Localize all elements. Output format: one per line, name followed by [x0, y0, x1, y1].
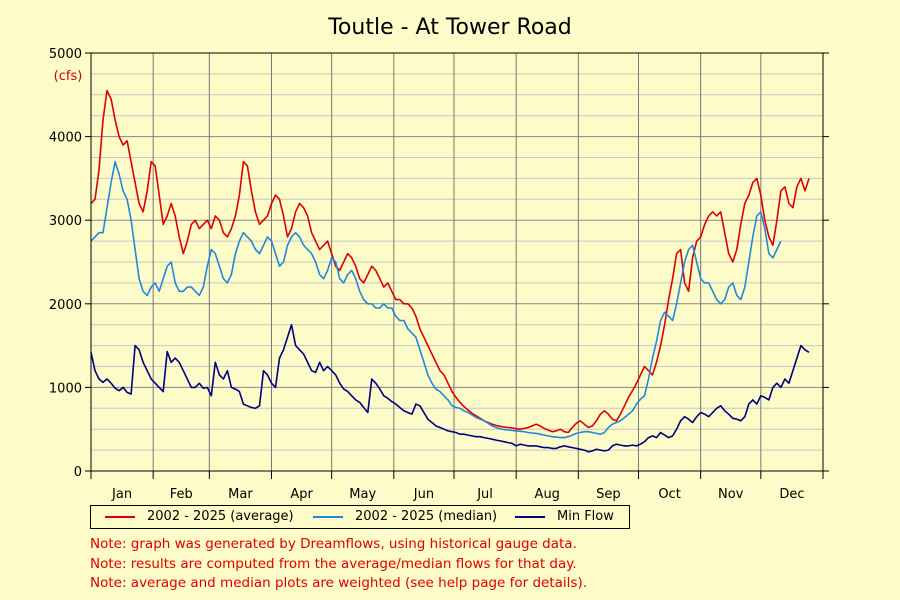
x-tick-label: Nov [718, 487, 744, 502]
x-tick-label: Sep [596, 487, 621, 502]
legend-swatch-average [105, 515, 135, 518]
y-tick-label: 0 [74, 465, 82, 480]
legend-label-average: 2002 - 2025 (average) [147, 509, 294, 524]
x-tick-label: Mar [228, 487, 253, 502]
y-axis-unit-label: (cfs) [54, 69, 83, 84]
legend-label-min-flow: Min Flow [557, 509, 614, 524]
y-tick-label: 2000 [49, 298, 82, 313]
chart-title: Toutle - At Tower Road [327, 15, 572, 40]
y-tick-label: 1000 [49, 381, 82, 396]
series-line-median [90, 160, 782, 439]
x-tick-label: Feb [170, 487, 193, 502]
legend-item-median: 2002 - 2025 (median) [313, 509, 497, 524]
x-tick-label: Jun [413, 487, 434, 502]
x-tick-label: May [349, 487, 376, 502]
series-lines [90, 89, 810, 453]
x-tick-label: Jul [476, 487, 493, 502]
plot-frame [90, 52, 824, 472]
legend-label-median: 2002 - 2025 (median) [355, 509, 498, 524]
legend-swatch-median [313, 515, 343, 518]
note-line: Note: average and median plots are weigh… [90, 575, 588, 591]
legend-item-average: 2002 - 2025 (average) [105, 509, 294, 524]
axes: 0 1000 2000 3000 4000 5000 Jan Feb Mar Apr May Jun J… [49, 47, 829, 502]
y-tick-label: 3000 [49, 214, 82, 229]
x-tick-label: Jan [111, 487, 132, 502]
x-tick-label: Aug [535, 487, 560, 502]
x-tick-label: Dec [779, 487, 804, 502]
y-tick-label: 5000 [49, 47, 82, 62]
x-tick-label: Apr [290, 487, 313, 502]
legend-swatch-min-flow [515, 515, 545, 518]
series-line-min-flow [90, 323, 810, 453]
legend: 2002 - 2025 (average) 2002 - 2025 (media… [90, 505, 630, 529]
y-tick-label: 4000 [49, 131, 82, 146]
legend-item-min-flow: Min Flow [515, 509, 614, 524]
x-tick-label: Oct [658, 487, 680, 502]
notes: Note: graph was generated by Dreamflows,… [90, 535, 587, 594]
note-line: Note: results are computed from the aver… [90, 555, 577, 572]
note-line: Note: graph was generated by Dreamflows,… [90, 536, 577, 552]
series-line-average [90, 89, 810, 434]
